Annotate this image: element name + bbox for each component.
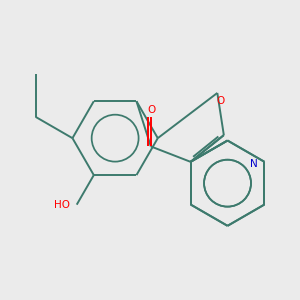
Text: N: N — [250, 159, 258, 169]
Text: O: O — [148, 105, 156, 115]
Text: HO: HO — [54, 200, 70, 210]
Text: O: O — [217, 96, 225, 106]
